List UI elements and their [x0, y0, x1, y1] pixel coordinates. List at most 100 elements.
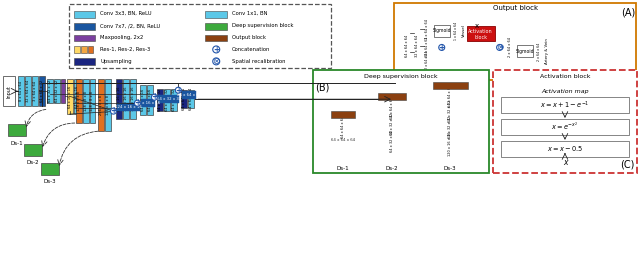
Text: Spatial recalibration: Spatial recalibration: [232, 59, 285, 64]
Text: Ds-1: Ds-1: [10, 142, 23, 147]
Text: Vessel: Vessel: [461, 24, 466, 37]
FancyBboxPatch shape: [313, 70, 488, 173]
Text: Output block: Output block: [493, 5, 538, 11]
Bar: [74, 35, 95, 41]
Text: 64 x 32 x 32: 64 x 32 x 32: [448, 100, 452, 122]
Bar: [435, 89, 466, 103]
Bar: [500, 119, 629, 135]
Text: Conv 1x1, BN: Conv 1x1, BN: [232, 11, 268, 16]
Text: Activation: Activation: [468, 29, 493, 34]
Text: 64 x 16 x 16: 64 x 16 x 16: [74, 86, 79, 108]
Circle shape: [134, 100, 140, 106]
Text: (A): (A): [621, 8, 636, 18]
Bar: [158, 95, 179, 103]
Bar: [106, 79, 111, 131]
Text: 64 x 32 x 32: 64 x 32 x 32: [54, 80, 59, 102]
Text: +: +: [213, 45, 220, 54]
Text: $x=x+1-e^{-1}$: $x=x+1-e^{-1}$: [540, 99, 589, 111]
Bar: [188, 90, 195, 108]
Bar: [164, 89, 170, 111]
Bar: [157, 89, 163, 111]
Text: Artery & Vein: Artery & Vein: [545, 39, 548, 64]
Text: 64 x 32 x 32: 64 x 32 x 32: [47, 80, 52, 102]
Circle shape: [152, 94, 157, 100]
Bar: [38, 76, 45, 106]
Bar: [424, 19, 430, 39]
Bar: [8, 124, 26, 136]
Text: 64 x 32 x 32: 64 x 32 x 32: [390, 130, 394, 152]
Circle shape: [111, 108, 116, 114]
Text: $x=x-0.5$: $x=x-0.5$: [547, 144, 583, 153]
Text: 64 x 32 x 32: 64 x 32 x 32: [165, 89, 170, 111]
Bar: [124, 79, 129, 119]
Text: (C): (C): [620, 160, 634, 170]
Bar: [74, 59, 95, 65]
Bar: [74, 23, 95, 30]
Text: Activation block: Activation block: [540, 74, 590, 79]
Bar: [435, 103, 466, 119]
Text: +: +: [134, 98, 141, 107]
Bar: [404, 19, 410, 72]
Bar: [380, 100, 404, 115]
Text: 64 x 64 x 64: 64 x 64 x 64: [177, 93, 202, 97]
Bar: [434, 24, 450, 36]
Text: x: x: [563, 158, 567, 167]
FancyBboxPatch shape: [394, 3, 636, 80]
Text: Ds-2: Ds-2: [385, 166, 398, 171]
Text: Sigmoid: Sigmoid: [433, 28, 451, 33]
Text: Deep supervision block: Deep supervision block: [232, 23, 294, 28]
Text: 2 x 64 x 64: 2 x 64 x 64: [508, 38, 511, 57]
Text: 128 x 8 x 8: 128 x 8 x 8: [77, 91, 81, 111]
Bar: [435, 119, 466, 135]
Text: 124 x 16 x 16: 124 x 16 x 16: [115, 105, 141, 109]
Text: 64 x 32 x 32: 64 x 32 x 32: [157, 97, 181, 101]
Bar: [333, 118, 353, 135]
Text: 64 x 64 x 64: 64 x 64 x 64: [189, 88, 193, 110]
Bar: [83, 79, 88, 123]
Text: Maxpooling, 2x2: Maxpooling, 2x2: [100, 35, 144, 40]
Bar: [182, 91, 196, 99]
Bar: [331, 111, 355, 118]
FancyBboxPatch shape: [68, 4, 331, 68]
Text: 8 x 64 x 64: 8 x 64 x 64: [19, 81, 22, 101]
Circle shape: [212, 58, 220, 65]
Text: 64 x 64 x 64: 64 x 64 x 64: [182, 88, 186, 110]
Text: 256 x 8 x 8: 256 x 8 x 8: [99, 95, 104, 115]
Text: Input: Input: [6, 85, 11, 98]
Text: 32 x 64 x 64: 32 x 64 x 64: [425, 36, 429, 57]
Text: 64 x 64 x 64: 64 x 64 x 64: [448, 85, 452, 107]
Text: Output block: Output block: [232, 35, 266, 40]
Bar: [172, 89, 177, 111]
Text: 64 x 64 x 64: 64 x 64 x 64: [390, 97, 394, 119]
Bar: [424, 55, 430, 67]
Circle shape: [497, 44, 502, 51]
Text: Deep supervision block: Deep supervision block: [364, 74, 438, 79]
Bar: [500, 97, 629, 113]
Bar: [74, 11, 95, 18]
Text: 64 x 16 x 16: 64 x 16 x 16: [148, 89, 152, 111]
Bar: [90, 79, 95, 123]
Text: Ds-1: Ds-1: [337, 166, 349, 171]
Text: 64 x 32 x 32: 64 x 32 x 32: [390, 113, 394, 135]
Bar: [424, 39, 430, 55]
Text: Upsampling: Upsampling: [100, 59, 132, 64]
Text: 2 x 64 x 64: 2 x 64 x 64: [536, 42, 541, 61]
Bar: [76, 79, 81, 123]
Text: 32 x 64 x 64: 32 x 64 x 64: [26, 80, 29, 102]
Bar: [47, 79, 52, 103]
Bar: [435, 135, 466, 153]
Text: 128 x 16 x 16: 128 x 16 x 16: [117, 87, 122, 111]
Text: Ds-3: Ds-3: [44, 179, 56, 184]
Bar: [31, 76, 38, 106]
Text: 120 x 16 x 16: 120 x 16 x 16: [448, 132, 452, 156]
Text: block: block: [474, 35, 487, 40]
Bar: [147, 85, 154, 115]
Bar: [516, 45, 532, 57]
Text: 64 x 64 x 64: 64 x 64 x 64: [405, 34, 409, 57]
Bar: [24, 144, 42, 156]
Bar: [141, 99, 156, 107]
Text: $x=e^{-x^2}$: $x=e^{-x^2}$: [551, 121, 579, 133]
Text: 128 x 8 x 8: 128 x 8 x 8: [106, 95, 111, 115]
Text: 64 x 32 x 32: 64 x 32 x 32: [172, 89, 176, 111]
Text: 128 x 8 x 8: 128 x 8 x 8: [90, 91, 95, 111]
